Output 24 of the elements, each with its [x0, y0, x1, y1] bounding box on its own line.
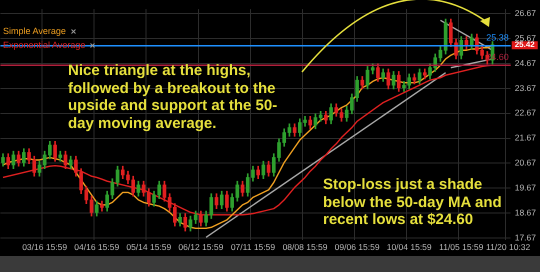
- y-tick-label: 19.67: [514, 182, 536, 193]
- x-tick-label: 08/08 15:59: [282, 242, 328, 252]
- x-tick-label: 11/20 10:32: [486, 242, 531, 252]
- x-tick-label: 05/14 15:59: [126, 242, 172, 252]
- annotation: Nice triangle at the highs, followed by a breakout to the upside and support at the 50-day moving average.: [68, 62, 278, 132]
- x-tick-label: 07/11 15:59: [230, 242, 276, 252]
- y-tick-label: 26.67: [514, 8, 536, 18]
- x-tick-label: 04/16 15:59: [74, 242, 120, 252]
- x-tick-label: 06/12 15:59: [178, 242, 224, 252]
- y-tick-label: 23.67: [514, 82, 536, 93]
- x-tick-label: 03/16 15:59: [22, 242, 68, 252]
- y-tick-label: 20.67: [514, 158, 536, 168]
- y-tick-label: 22.67: [514, 108, 536, 118]
- annotation: 25.42: [514, 40, 536, 49]
- x-tick-label: 09/06 15:59: [334, 242, 380, 252]
- y-tick-label: 21.67: [514, 132, 536, 143]
- y-tick-label: 18.67: [514, 207, 536, 218]
- x-tick-label: 11/05 15:59: [439, 242, 484, 252]
- text: Simple Average: [3, 26, 66, 36]
- annotation: Stop-loss just a shade below the 50-day MA and recent lows at $24.60: [323, 176, 503, 228]
- y-tick-label: 17.67: [514, 232, 536, 242]
- ref-line-label: 25.38: [486, 32, 509, 43]
- y-tick-label: 24.67: [514, 58, 536, 68]
- x-tick-label: 10/04 15:59: [386, 242, 432, 252]
